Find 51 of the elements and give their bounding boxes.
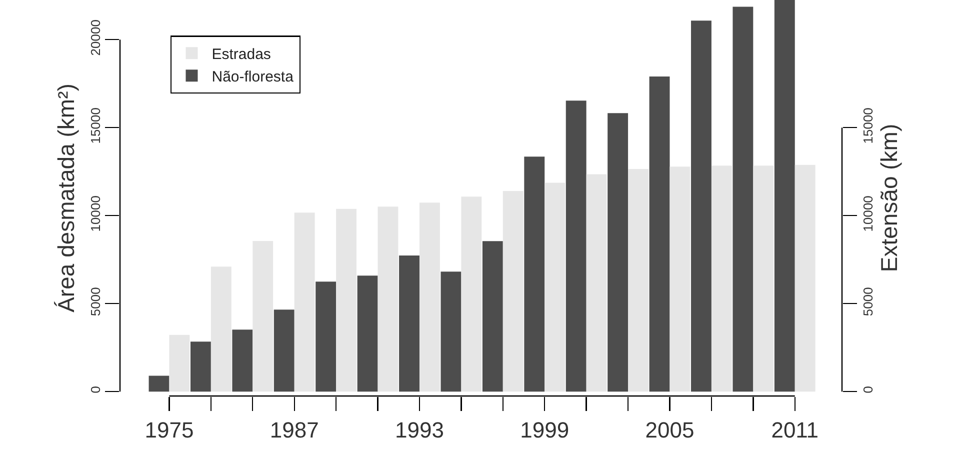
x-tick-label: 2011 — [771, 417, 819, 442]
bar — [774, 0, 795, 392]
bar — [440, 272, 462, 392]
bar — [544, 182, 566, 392]
bar — [586, 174, 607, 392]
y2-tick-label: 5000 — [860, 287, 876, 316]
bar — [608, 113, 628, 392]
y-axis-title: Área desmatada (km²) — [53, 84, 80, 312]
bar — [753, 166, 774, 392]
y2-axis-title: Extensão (km) — [876, 124, 902, 272]
y2-tick-label: 15000 — [860, 108, 876, 144]
y-tick-label: 15000 — [88, 108, 103, 144]
bar — [524, 156, 545, 392]
bar — [566, 100, 586, 392]
x-tick-label: 2005 — [645, 417, 694, 442]
legend-label: Não-floresta — [212, 68, 294, 86]
bar — [649, 76, 670, 392]
bar — [148, 376, 170, 392]
y-tick-label: 20000 — [88, 20, 103, 56]
x-tick-label: 1987 — [270, 417, 319, 442]
x-tick-label: 1975 — [144, 417, 194, 442]
bar — [502, 190, 524, 392]
bar — [357, 276, 378, 392]
x-tick-label: 1999 — [520, 417, 570, 442]
bar — [274, 310, 294, 392]
bar — [294, 212, 315, 392]
y-tick-label: 0 — [88, 386, 103, 394]
bar — [232, 330, 253, 392]
bar — [210, 266, 232, 392]
bar — [316, 282, 336, 392]
bar — [628, 168, 648, 392]
bar — [482, 241, 503, 392]
bar — [732, 6, 754, 392]
y-tick-label: 10000 — [88, 196, 103, 232]
y2-tick-label: 10000 — [860, 196, 876, 232]
bar — [190, 342, 211, 392]
bar — [711, 166, 732, 392]
x-tick-label: 1993 — [395, 417, 444, 442]
bar — [670, 166, 690, 392]
bar — [419, 202, 440, 392]
bar — [691, 20, 712, 392]
legend-label: Estradas — [212, 46, 271, 63]
bar — [252, 240, 274, 392]
y2-tick-label: 0 — [860, 386, 876, 394]
bar — [378, 206, 398, 392]
bar — [794, 164, 816, 392]
bar — [169, 334, 190, 392]
bar — [399, 256, 420, 392]
y-tick-label: 5000 — [88, 287, 103, 316]
bar — [461, 196, 482, 392]
bar — [336, 208, 356, 392]
